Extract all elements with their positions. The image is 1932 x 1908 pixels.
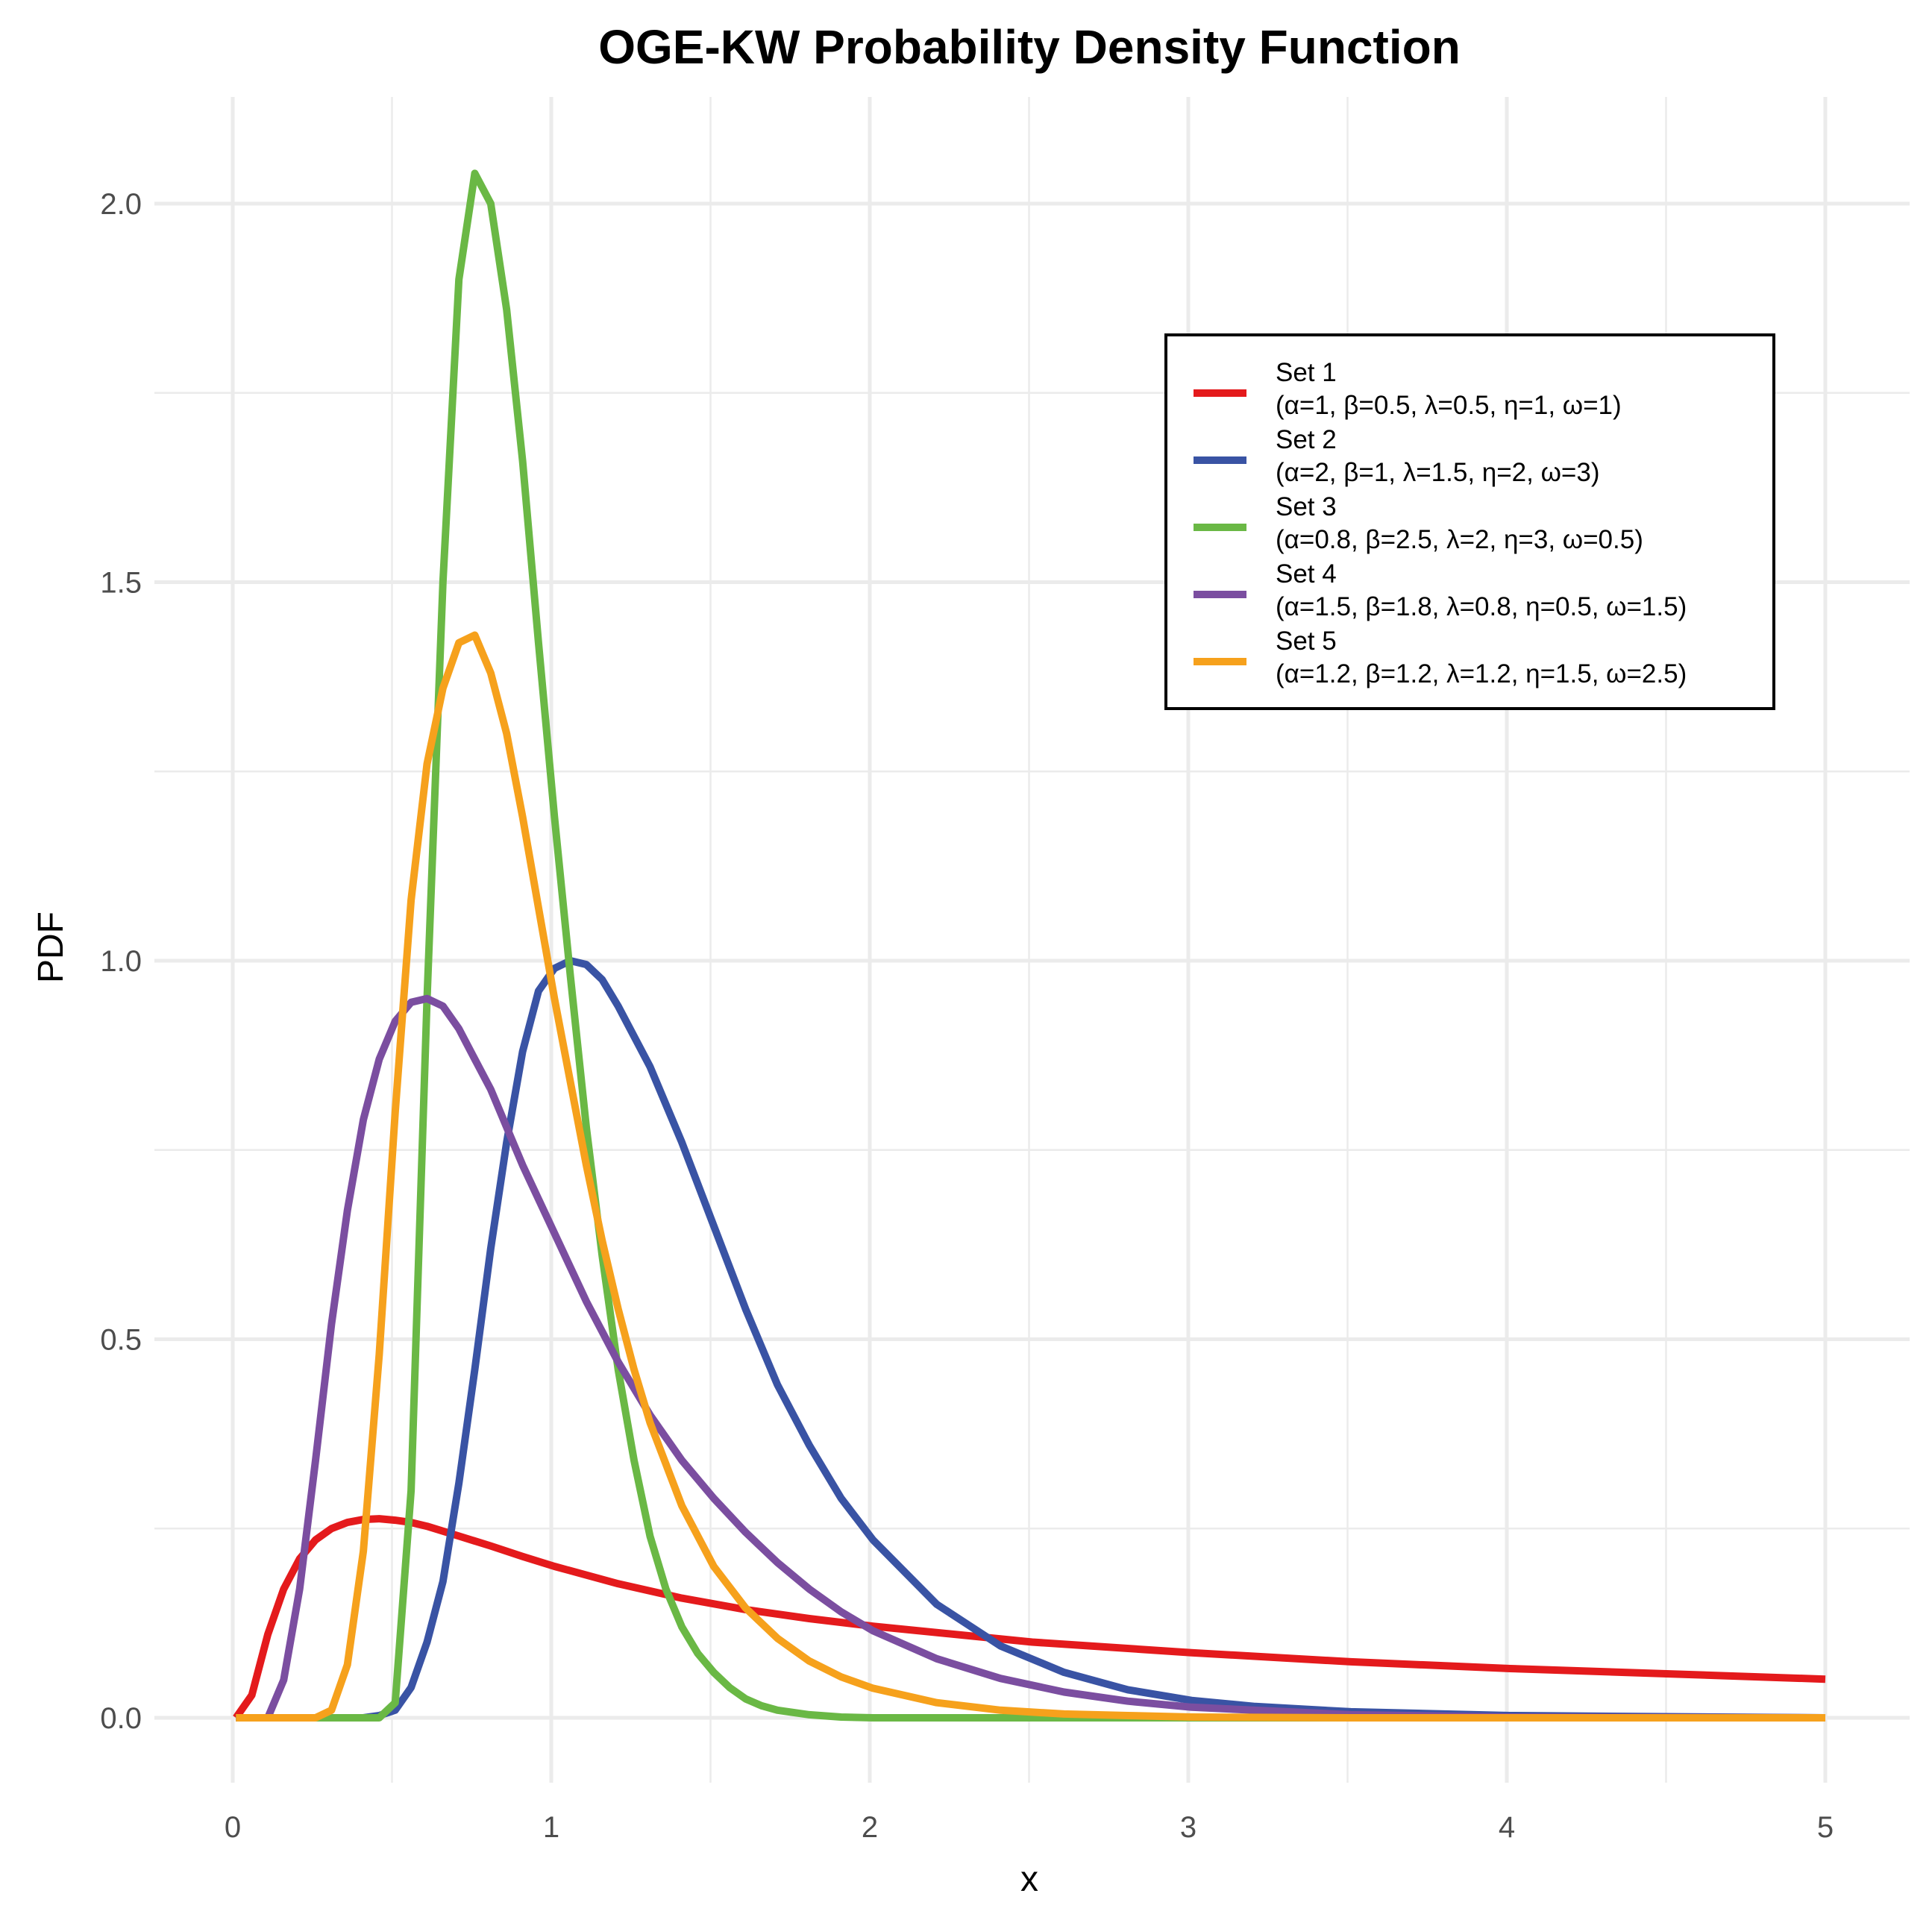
x-axis-title: x [1020, 1860, 1038, 1899]
legend-params-set-5: (α=1.2, β=1.2, λ=1.2, η=1.5, ω=2.5) [1276, 659, 1687, 688]
legend-label-set-5: Set 5 [1276, 627, 1337, 656]
series-line-set-2 [236, 957, 1826, 1722]
legend-label-set-3: Set 3 [1276, 492, 1337, 521]
legend-label-set-1: Set 1 [1276, 358, 1337, 387]
x-tick-label: 1 [543, 1811, 559, 1844]
y-tick-label: 0.0 [100, 1702, 142, 1735]
legend-items: Set 1 (α=1, β=0.5, λ=0.5, η=1, ω=1) Set 2 (… [1194, 358, 1687, 688]
y-tick-label: 1.5 [100, 567, 142, 600]
y-axis-ticks: 0.0 0.5 1.0 1.5 2.0 [100, 188, 142, 1735]
legend-params-set-3: (α=0.8, β=2.5, λ=2, η=3, ω=0.5) [1276, 525, 1643, 554]
chart-title: OGE-KW Probability Density Function [598, 20, 1461, 74]
x-tick-label: 2 [862, 1811, 878, 1844]
legend-params-set-4: (α=1.5, β=1.8, λ=0.8, η=0.5, ω=1.5) [1276, 592, 1687, 621]
x-tick-label: 5 [1817, 1811, 1834, 1844]
legend-params-set-1: (α=1, β=0.5, λ=0.5, η=1, ω=1) [1276, 391, 1622, 420]
x-tick-label: 0 [225, 1811, 241, 1844]
y-tick-label: 2.0 [100, 188, 142, 221]
legend-label-set-4: Set 4 [1276, 559, 1337, 589]
legend-params-set-2: (α=2, β=1, λ=1.5, η=2, ω=3) [1276, 458, 1599, 487]
x-axis-ticks: 0 1 2 3 4 5 [225, 1811, 1834, 1844]
x-tick-label: 4 [1499, 1811, 1515, 1844]
series-lines [233, 169, 1826, 1722]
y-tick-label: 1.0 [100, 945, 142, 978]
series-line-set-4 [236, 994, 1826, 1722]
legend-label-set-2: Set 2 [1276, 425, 1337, 454]
y-axis-title: PDF [31, 911, 71, 983]
series-line-set-5 [236, 631, 1825, 1722]
legend: Set 1 (α=1, β=0.5, λ=0.5, η=1, ω=1) Set 2 (… [1164, 333, 1775, 710]
legend-box [1164, 333, 1775, 710]
x-tick-label: 3 [1180, 1811, 1196, 1844]
y-tick-label: 0.5 [100, 1324, 142, 1357]
